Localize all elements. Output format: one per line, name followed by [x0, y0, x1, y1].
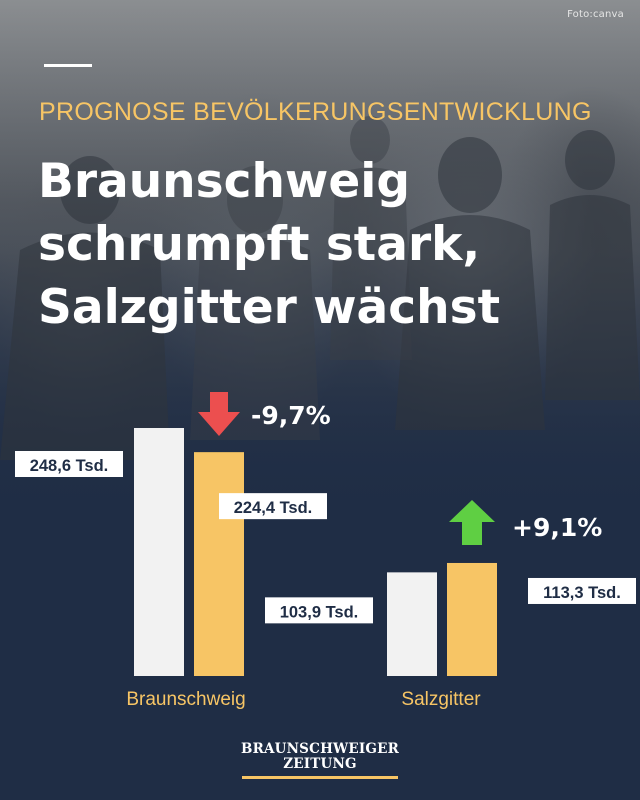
change-label-salzgitter: +9,1%: [512, 513, 602, 542]
bar-salzgitter-before: [387, 572, 437, 676]
value-label-braunschweig-after: 224,4 Tsd.: [234, 499, 313, 517]
value-label-box: [265, 597, 373, 624]
value-label-braunschweig-before: 248,6 Tsd.: [30, 457, 109, 475]
crowd-silhouettes: [190, 116, 412, 440]
value-label-box: [219, 493, 327, 520]
brand-line-1: BRAUNSCHWEIGER: [240, 741, 400, 757]
kicker: PROGNOSE BEVÖLKERUNGSENTWICKLUNG: [39, 98, 592, 126]
change-label-braunschweig: -9,7%: [251, 401, 331, 430]
headline: Braunschweig schrumpft stark, Salzgitter…: [38, 150, 618, 339]
headline-line-2: schrumpft stark,: [38, 217, 481, 272]
arrow-up-icon: [449, 500, 495, 545]
top-rule: [44, 64, 92, 67]
photo-credit: Foto:canva: [567, 9, 624, 20]
value-label-box: [528, 577, 636, 604]
headline-line-3: Salzgitter wächst: [38, 280, 501, 335]
brand-rule: [242, 776, 398, 779]
category-label-salzgitter: Salzgitter: [401, 689, 481, 710]
category-label-braunschweig: Braunschweig: [126, 689, 245, 710]
value-label-salzgitter-before: 103,9 Tsd.: [280, 603, 359, 621]
brand-line-2: ZEITUNG: [283, 756, 357, 772]
value-label-salzgitter-after: 113,3 Tsd.: [543, 584, 621, 602]
headline-line-1: Braunschweig: [38, 154, 410, 209]
arrow-down-icon: [198, 392, 240, 436]
bar-salzgitter-after: [447, 562, 497, 676]
bar-braunschweig-after: [194, 452, 244, 676]
brand-logo: BRAUNSCHWEIGER ZEITUNG: [240, 742, 400, 772]
bar-braunschweig-before: [134, 428, 184, 676]
value-label-box: [15, 451, 123, 477]
